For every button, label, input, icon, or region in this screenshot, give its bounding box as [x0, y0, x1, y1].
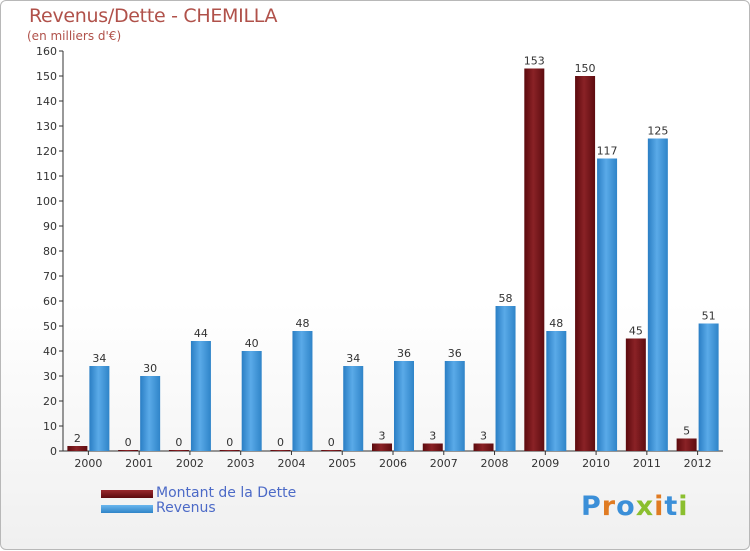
x-tick-label: 2007: [430, 457, 458, 470]
bar-revenus: [292, 331, 313, 451]
data-label-dette: 3: [429, 430, 436, 443]
x-tick-label: 2006: [379, 457, 407, 470]
data-label-revenus: 40: [245, 337, 259, 350]
data-label-revenus: 51: [702, 310, 716, 323]
bar-dette: [422, 443, 443, 451]
data-label-dette: 0: [328, 436, 335, 449]
data-label-dette: 3: [379, 430, 386, 443]
y-tick-label: 150: [36, 70, 57, 83]
bar-revenus: [140, 376, 161, 451]
data-label-dette: 5: [683, 425, 690, 438]
data-label-revenus: 30: [143, 362, 157, 375]
legend-label-dette: Montant de la Dette: [156, 485, 297, 501]
x-tick-label: 2011: [633, 457, 661, 470]
data-label-dette: 2: [74, 432, 81, 445]
x-tick-label: 2003: [227, 457, 255, 470]
x-tick-label: 2000: [74, 457, 102, 470]
bar-dette: [676, 438, 697, 451]
x-tick-label: 2010: [582, 457, 610, 470]
data-label-revenus: 34: [346, 352, 360, 365]
legend-label-revenus: Revenus: [156, 500, 216, 516]
data-label-dette: 0: [175, 436, 182, 449]
x-tick-label: 2005: [328, 457, 356, 470]
y-tick-label: 100: [36, 195, 57, 208]
data-label-dette: 153: [524, 55, 545, 68]
bar-dette: [168, 450, 189, 451]
bar-dette: [625, 338, 646, 451]
bar-dette: [270, 450, 291, 451]
y-tick-label: 50: [43, 320, 57, 333]
bar-dette: [575, 76, 596, 451]
data-label-revenus: 117: [597, 145, 618, 158]
y-tick-label: 110: [36, 170, 57, 183]
data-label-revenus: 58: [499, 292, 513, 305]
x-tick-label: 2009: [531, 457, 559, 470]
bar-revenus: [190, 341, 211, 451]
bar-revenus: [698, 323, 719, 451]
bar-revenus: [89, 366, 110, 451]
bar-revenus: [597, 158, 618, 451]
bar-dette: [219, 450, 240, 451]
bar-revenus: [394, 361, 414, 451]
y-tick-label: 0: [50, 445, 57, 458]
bar-revenus: [241, 351, 262, 451]
bar-revenus: [444, 361, 465, 451]
y-tick-label: 60: [43, 295, 57, 308]
bar-revenus: [546, 331, 567, 451]
y-tick-label: 40: [43, 345, 57, 358]
y-tick-label: 10: [43, 420, 57, 433]
bar-dette: [118, 450, 139, 451]
y-tick-label: 30: [43, 370, 57, 383]
bar-revenus: [647, 138, 668, 451]
bar-dette: [524, 68, 545, 451]
bar-dette: [67, 446, 88, 451]
data-label-dette: 0: [226, 436, 233, 449]
y-tick-label: 140: [36, 95, 57, 108]
y-tick-label: 70: [43, 270, 57, 283]
data-label-revenus: 36: [397, 347, 411, 360]
bar-revenus: [495, 306, 516, 451]
proxiti-logo: Proxiti: [581, 491, 689, 522]
data-label-dette: 45: [629, 325, 643, 338]
bar-dette: [473, 443, 494, 451]
data-label-revenus: 48: [549, 317, 563, 330]
bar-dette: [372, 443, 392, 451]
x-tick-label: 2004: [277, 457, 305, 470]
y-tick-label: 20: [43, 395, 57, 408]
bar-dette: [321, 450, 342, 451]
data-label-revenus: 44: [194, 327, 208, 340]
x-tick-label: 2008: [481, 457, 509, 470]
legend-swatch-revenus: [101, 505, 153, 513]
data-label-revenus: 125: [647, 125, 668, 138]
chart-subtitle: (en milliers d'€): [27, 29, 122, 43]
y-tick-label: 120: [36, 145, 57, 158]
data-label-dette: 0: [277, 436, 284, 449]
data-label-revenus: 36: [448, 347, 462, 360]
y-tick-label: 160: [36, 45, 57, 58]
data-label-dette: 0: [125, 436, 132, 449]
data-label-dette: 150: [575, 62, 596, 75]
x-tick-label: 2001: [125, 457, 153, 470]
legend-swatch-dette: [101, 490, 153, 498]
y-tick-label: 130: [36, 120, 57, 133]
x-tick-label: 2002: [176, 457, 204, 470]
data-label-revenus: 48: [295, 317, 309, 330]
y-tick-label: 80: [43, 245, 57, 258]
bar-revenus: [343, 366, 364, 451]
y-tick-label: 90: [43, 220, 57, 233]
chart-title: Revenus/Dette - CHEMILLA: [29, 5, 278, 27]
data-label-dette: 3: [480, 430, 487, 443]
data-label-revenus: 34: [92, 352, 106, 365]
x-tick-label: 2012: [684, 457, 712, 470]
